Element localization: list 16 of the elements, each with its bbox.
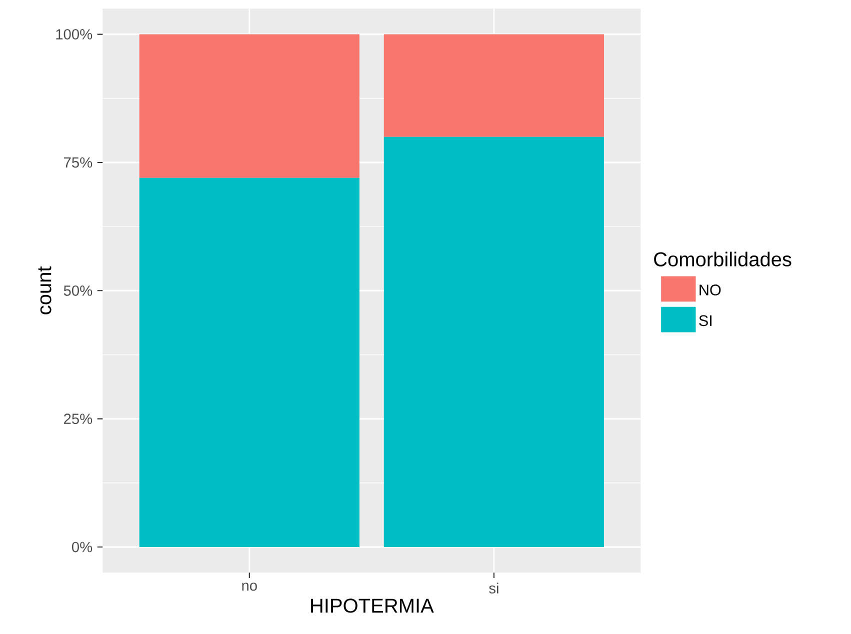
y-axis-title: count [38, 266, 52, 314]
legend-label: NO [700, 284, 721, 296]
y-tick-label: 100% [56, 29, 92, 40]
legend-label: SI [699, 315, 712, 326]
bar [384, 136, 604, 548]
bar [384, 34, 604, 137]
y-tick-label: 75% [64, 157, 92, 168]
y-tick-label: 50% [64, 285, 92, 296]
legend-title: Comorbilidades [654, 252, 792, 266]
x-tick-label: si [489, 582, 498, 594]
y-tick-label: 0% [72, 542, 92, 552]
y-tick-label: 25% [64, 414, 92, 424]
bar [139, 34, 360, 178]
x-tick-label: no [242, 582, 257, 591]
x-axis-title: HIPOTERMIA [311, 598, 434, 613]
bar [139, 178, 360, 548]
